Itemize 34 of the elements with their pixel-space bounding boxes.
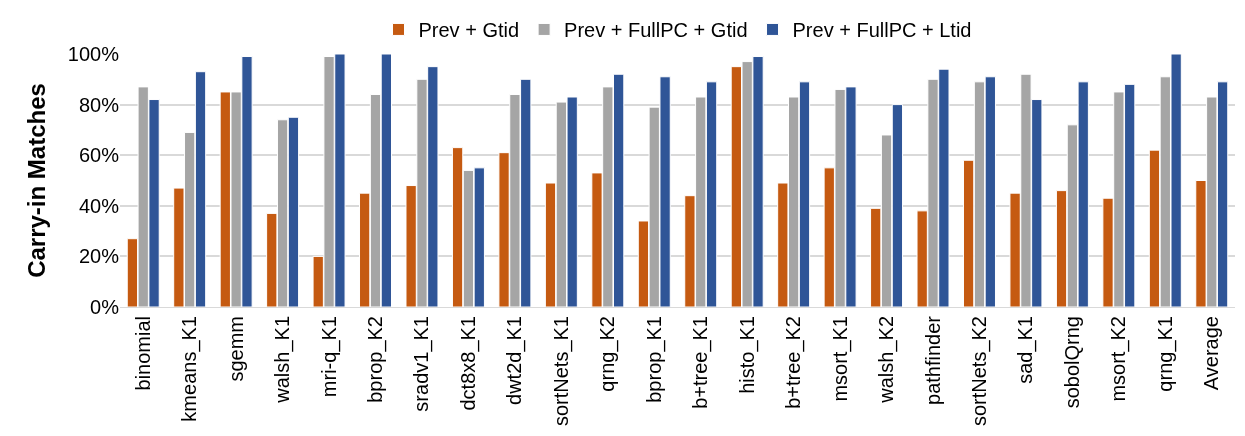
y-tick-label: 40%	[78, 194, 120, 217]
x-tick-label: dct8x8_K1	[456, 316, 480, 411]
x-tick-label: qrng_K2	[596, 316, 620, 392]
x-tick-label: qrng_K1	[1153, 316, 1177, 392]
legend-label: Prev + FullPC + Gtid	[564, 19, 748, 42]
y-tick-label: 0%	[90, 296, 120, 318]
x-tick-label: dwt2d_K1	[503, 316, 527, 405]
x-tick-label: kmeans_K1	[178, 316, 202, 422]
y-axis-title: Carry-in Matches	[22, 83, 50, 278]
x-tick-label: b+tree_K2	[782, 316, 806, 409]
x-tick-label: bprop_K1	[642, 316, 666, 403]
x-tick-label: msort_K2	[1107, 316, 1131, 402]
x-tick-label: sad_K1	[1014, 316, 1038, 384]
x-tick-label: histo_K1	[735, 316, 759, 394]
legend-label: Prev + Gtid	[418, 19, 520, 42]
x-tick-label: sortNets_K1	[549, 316, 573, 427]
y-tick-label: 20%	[78, 245, 120, 268]
x-tick-label: sradv1_K1	[410, 316, 434, 412]
y-tick-label: 60%	[78, 144, 120, 167]
legend-label: Prev + FullPC + Ltid	[792, 19, 972, 42]
x-tick-label: Average	[1200, 316, 1223, 391]
x-tick-label: binomial	[131, 316, 154, 391]
x-tick-label: mri-q_K1	[317, 316, 341, 398]
x-tick-label: b+tree_K1	[689, 316, 713, 409]
x-tick-label: pathfinder	[921, 315, 944, 405]
x-tick-label: walsh_K1	[271, 316, 295, 404]
y-tick-label: 80%	[78, 93, 120, 116]
x-tick-label: walsh_K2	[875, 316, 899, 404]
x-tick-label: sortNets_K2	[967, 316, 991, 427]
x-tick-label: msort_K1	[828, 316, 852, 402]
x-tick-label: sgemm	[224, 316, 247, 382]
x-tick-label: sobolQrng	[1060, 316, 1083, 409]
x-tick-label: bprop_K2	[364, 316, 388, 403]
y-tick-label: 100%	[67, 43, 120, 65]
